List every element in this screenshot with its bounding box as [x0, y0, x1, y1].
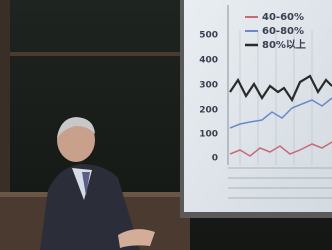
axis-label: 400	[199, 56, 218, 66]
axis-label: 500	[199, 31, 218, 41]
legend-label: 60-80%	[262, 26, 304, 37]
page: 40-60% 60-80% 80%以上 500 400 300 200 100 …	[0, 0, 332, 250]
axis-label: 100	[199, 130, 218, 140]
axis-label: 200	[199, 106, 218, 116]
board-rail	[10, 52, 185, 56]
board-frame	[0, 0, 10, 200]
legend-label: 40-60%	[262, 12, 304, 23]
photo: 40-60% 60-80% 80%以上 500 400 300 200 100 …	[0, 0, 332, 250]
axis-label: 0	[212, 154, 218, 164]
projection-screen: 40-60% 60-80% 80%以上 500 400 300 200 100 …	[180, 0, 332, 218]
legend-label: 80%以上	[262, 38, 306, 51]
axis-label: 300	[199, 81, 218, 91]
